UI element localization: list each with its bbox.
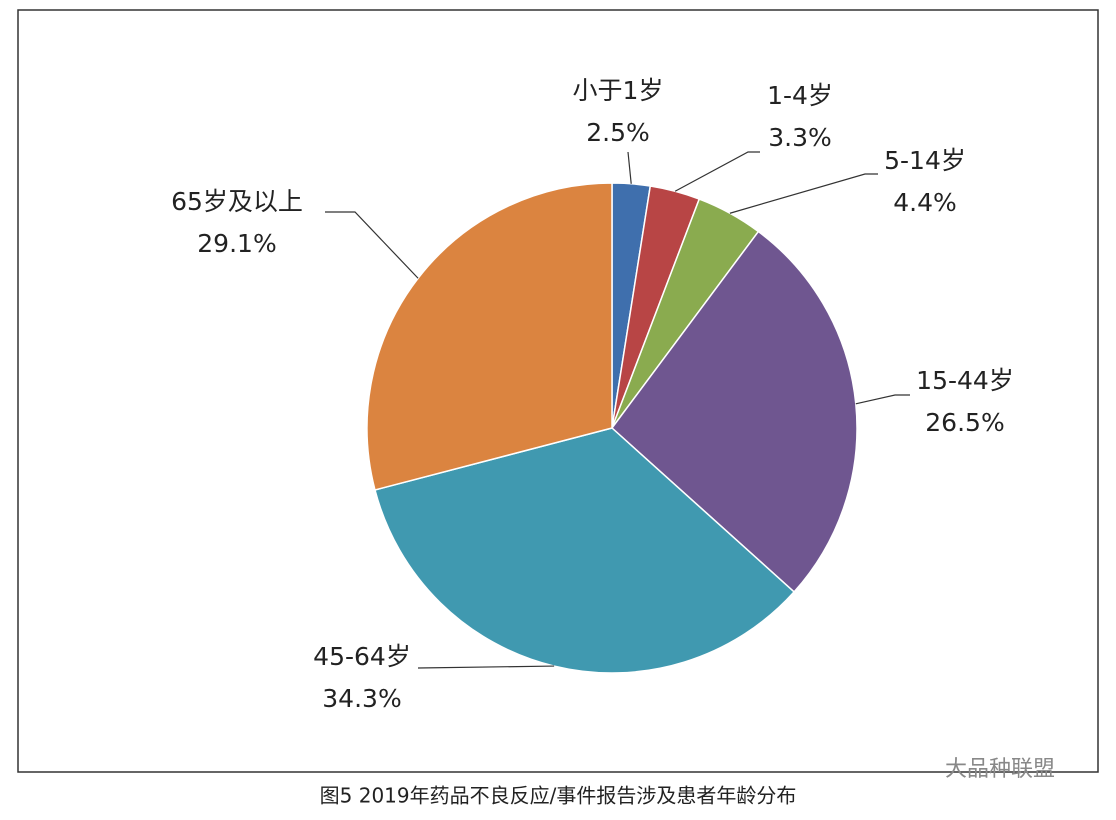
pie-slice — [366, 182, 613, 491]
value-label: 4.4% — [893, 188, 957, 217]
leader-line — [325, 211, 419, 279]
pie-slice — [374, 427, 796, 674]
leader-line — [627, 151, 632, 184]
leader-line — [729, 173, 878, 214]
value-label: 2.5% — [586, 118, 650, 147]
leader-line — [674, 151, 760, 192]
category-label: 1-4岁 — [767, 81, 833, 110]
chart-frame — [17, 9, 1099, 773]
value-label: 29.1% — [197, 229, 276, 258]
category-label: 5-14岁 — [884, 146, 966, 175]
category-label: 65岁及以上 — [171, 187, 303, 216]
category-label: 45-64岁 — [313, 642, 411, 671]
value-label: 3.3% — [768, 123, 832, 152]
value-label: 26.5% — [925, 408, 1004, 437]
value-label: 34.3% — [322, 684, 401, 713]
chart-title: 图5 2019年药品不良反应/事件报告涉及患者年龄分布 — [320, 784, 797, 808]
category-label: 15-44岁 — [916, 366, 1014, 395]
leader-line — [855, 394, 910, 405]
leader-line — [417, 665, 555, 669]
watermark: 大品种联盟 — [945, 757, 1055, 782]
category-label: 小于1岁 — [573, 76, 664, 105]
